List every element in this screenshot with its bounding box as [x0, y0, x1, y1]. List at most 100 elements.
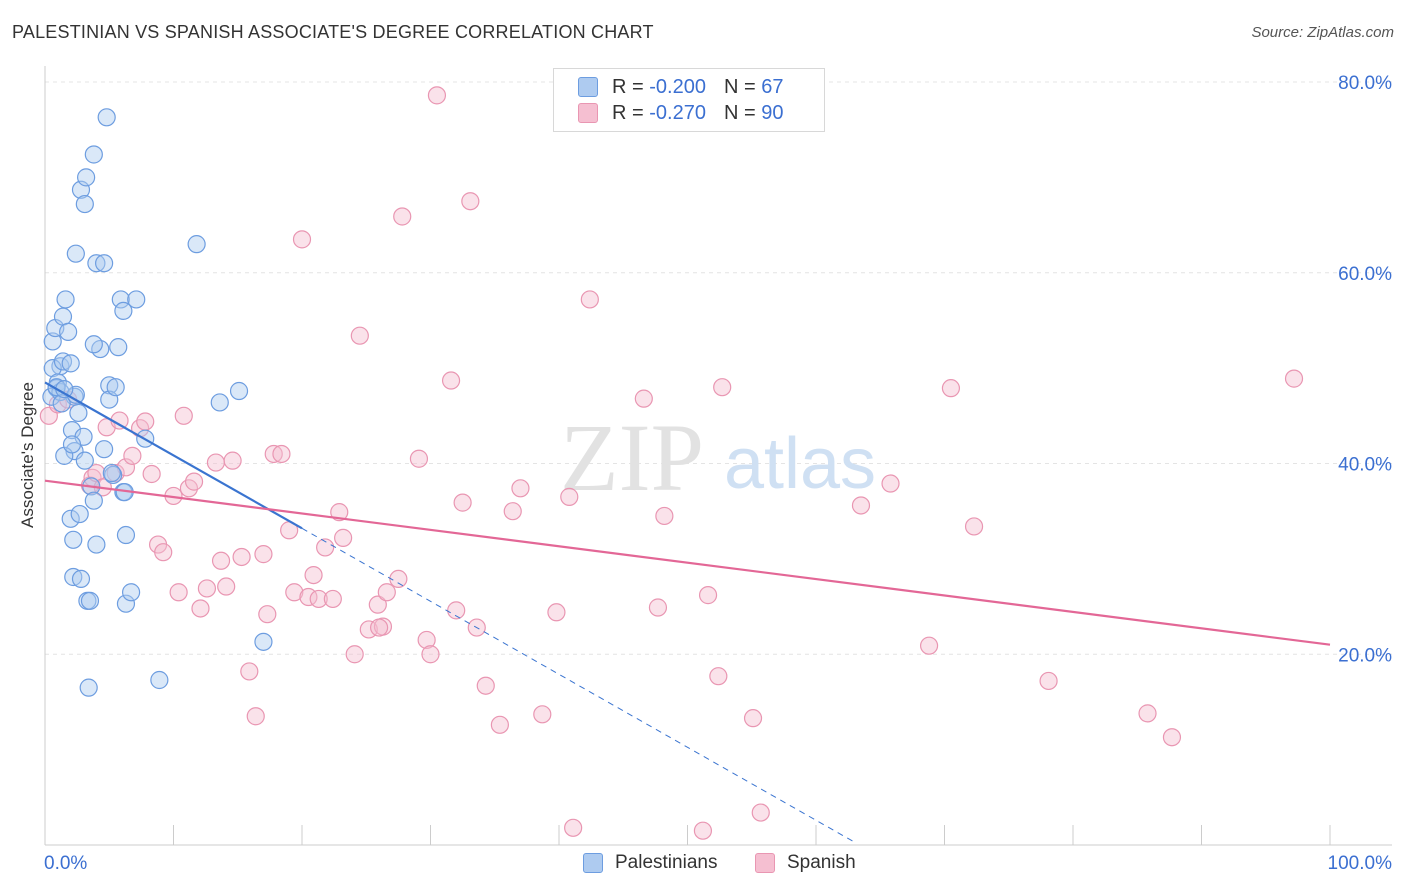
- spanish-point: [503, 502, 522, 521]
- spanish-point: [453, 493, 472, 512]
- palestinians-point: [75, 451, 94, 470]
- spanish-point: [154, 543, 173, 562]
- trend-lines: [44, 381, 1331, 843]
- palestinians-point: [70, 504, 89, 524]
- spanish-point: [1284, 369, 1304, 388]
- y-tick-label: 40.0%: [1338, 455, 1392, 476]
- spanish-point: [142, 464, 161, 484]
- legend-r-value-palestinians: -0.200: [649, 75, 706, 98]
- spanish-point: [698, 586, 718, 605]
- spanish-point: [547, 603, 566, 622]
- palestinians-point: [121, 583, 141, 602]
- spanish-point: [304, 565, 323, 585]
- legend-swatch-blue: [578, 77, 598, 97]
- spanish-point: [206, 453, 226, 472]
- spanish-point: [123, 446, 142, 465]
- spanish-point: [174, 406, 193, 425]
- spanish-point: [223, 451, 242, 470]
- bottom-legend-spanish: Spanish: [755, 852, 856, 874]
- spanish-point: [1039, 671, 1058, 691]
- palestinians-point: [127, 290, 146, 309]
- spanish-point: [272, 444, 291, 464]
- palestinians-point: [56, 290, 75, 309]
- palestinians-point: [97, 108, 116, 127]
- palestinians-point: [100, 376, 119, 395]
- palestinians-point: [102, 463, 121, 483]
- spanish-point: [881, 474, 900, 493]
- legend-r-label-palestinians: R =: [612, 75, 644, 98]
- bottom-legend-label-palestinians: Palestinians: [615, 852, 718, 873]
- palestinians-point: [111, 290, 130, 309]
- palestinians-point: [254, 632, 273, 651]
- spanish-point: [334, 528, 353, 547]
- spanish-point: [197, 579, 217, 598]
- spanish-point: [264, 444, 283, 464]
- legend-n-value-palestinians: 67: [761, 75, 784, 98]
- palestinians-point: [69, 403, 88, 423]
- x-tick-label-max: 100.0%: [1328, 853, 1393, 874]
- palestinians-point: [43, 359, 62, 378]
- spanish-point: [743, 709, 763, 728]
- spanish-point: [106, 463, 125, 483]
- spanish-point: [421, 645, 440, 664]
- watermark-zip: ZIP: [560, 404, 704, 511]
- y-tick-label: 80.0%: [1338, 73, 1392, 94]
- spanish-point: [564, 818, 583, 837]
- spanish-point: [316, 538, 335, 557]
- spanish-point: [232, 547, 251, 567]
- spanish-point: [417, 630, 436, 650]
- palestinians-point: [87, 254, 106, 273]
- spanish-point: [309, 589, 328, 609]
- spanish-point: [511, 479, 530, 498]
- spanish-point: [447, 601, 466, 620]
- spanish-point: [409, 449, 429, 468]
- palestinians-point: [84, 335, 103, 354]
- spanish-point: [490, 715, 509, 734]
- spanish-point: [330, 503, 349, 522]
- spanish-point: [709, 667, 728, 686]
- palestinians-point: [187, 235, 206, 254]
- spanish-point: [370, 618, 389, 637]
- palestinians-point: [77, 168, 96, 187]
- palestinians-series: [42, 108, 273, 697]
- y-tick-label: 20.0%: [1338, 645, 1392, 666]
- spanish-point: [427, 86, 447, 105]
- spanish-point: [919, 636, 939, 655]
- palestinians-point: [64, 530, 83, 549]
- bottom-legend-palestinians: Palestinians: [583, 852, 717, 874]
- palestinians-point: [150, 670, 169, 690]
- spanish-trend-line: [44, 479, 1331, 646]
- spanish-point: [246, 707, 265, 726]
- spanish-point: [254, 545, 273, 564]
- spanish-point: [240, 662, 259, 681]
- palestinians-point: [43, 332, 62, 351]
- palestinians-point: [84, 145, 103, 164]
- spanish-point: [693, 821, 713, 840]
- palestinians-trend-extension: [301, 527, 855, 843]
- spanish-point: [1138, 704, 1157, 723]
- spanish-point: [136, 412, 155, 431]
- palestinians-point: [229, 381, 249, 401]
- legend-r-value-spanish: -0.270: [649, 101, 706, 124]
- palestinians-point: [87, 535, 106, 554]
- palestinians-point: [61, 354, 80, 373]
- legend-row-palestinians: R = -0.200 N = 67: [578, 75, 783, 99]
- spanish-point: [184, 472, 204, 491]
- palestinians-point: [84, 491, 103, 510]
- legend-n-value-spanish: 90: [761, 101, 784, 124]
- palestinians-point: [116, 594, 136, 613]
- palestinians-point: [95, 440, 114, 459]
- palestinians-point: [75, 194, 94, 214]
- spanish-point: [941, 379, 961, 398]
- spanish-point: [345, 645, 364, 664]
- palestinians-point: [109, 338, 128, 357]
- palestinians-point: [80, 591, 100, 610]
- spanish-point: [258, 605, 277, 624]
- spanish-point: [389, 569, 408, 589]
- spanish-point: [461, 192, 480, 211]
- palestinians-point: [52, 394, 71, 413]
- legend-n-label-palestinians: N =: [723, 75, 756, 98]
- chart-title: PALESTINIAN VS SPANISH ASSOCIATE'S DEGRE…: [12, 22, 654, 42]
- y-tick-label: 60.0%: [1338, 264, 1392, 285]
- legend-n-label-spanish: N =: [723, 101, 756, 124]
